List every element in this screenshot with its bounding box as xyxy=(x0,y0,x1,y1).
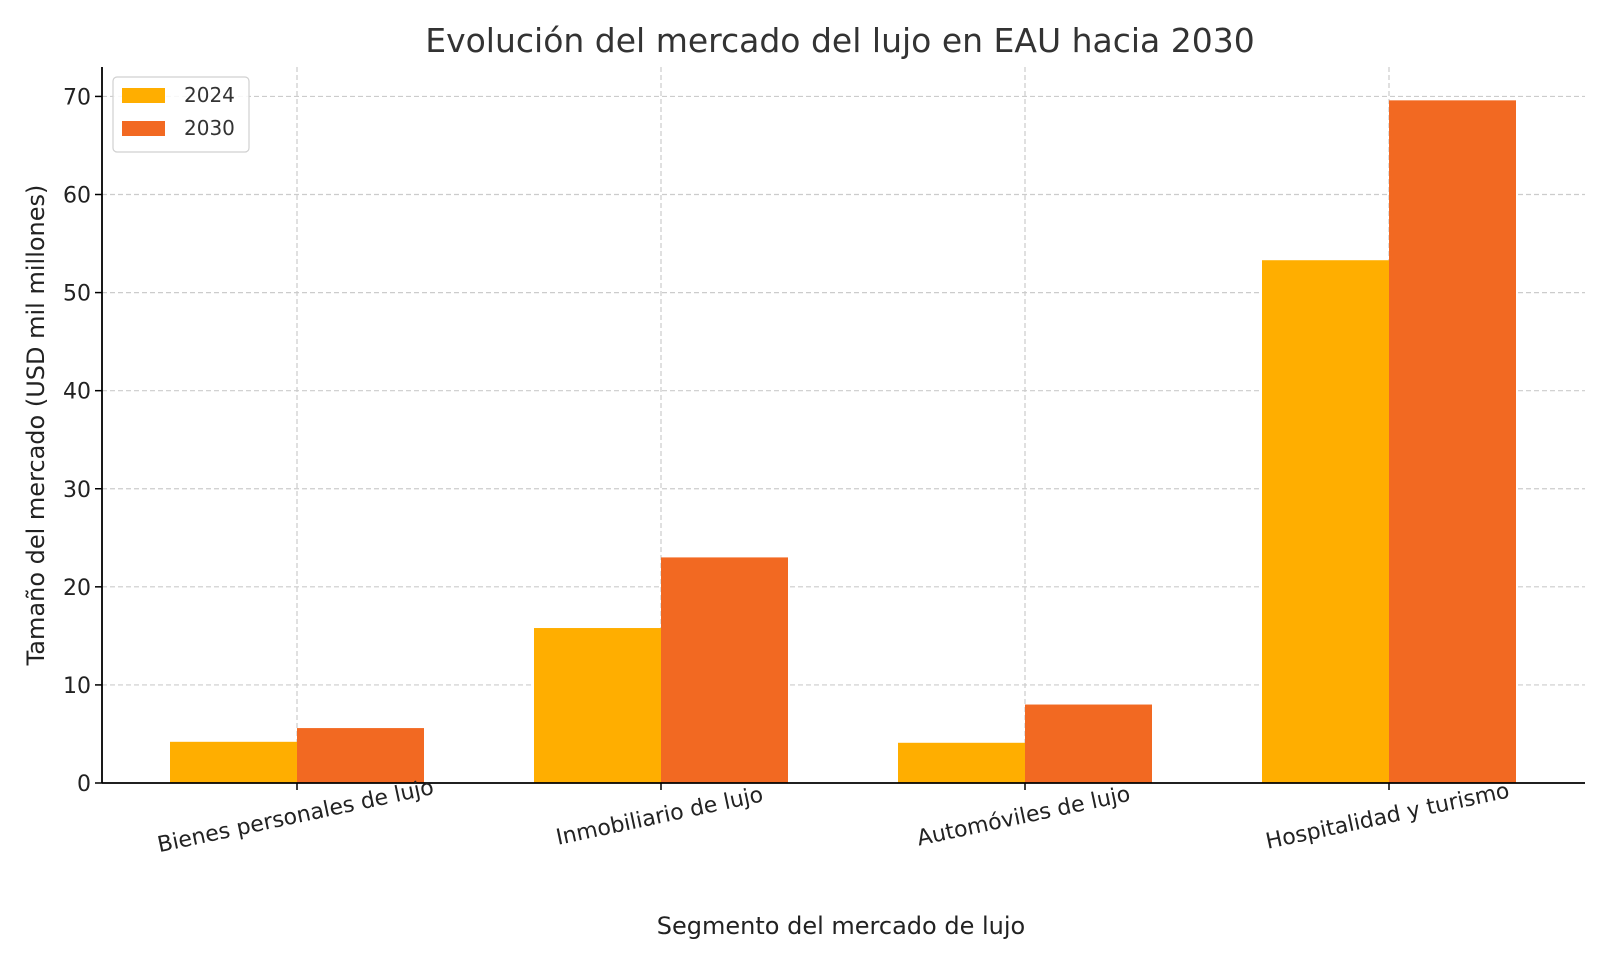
y-tick-label: 40 xyxy=(63,380,91,405)
bar-2024-2 xyxy=(534,628,661,783)
x-tick-label: Bienes personales de lujo xyxy=(155,775,436,858)
bar-2024-1 xyxy=(170,741,297,783)
y-axis-label: Tamaño del mercado (USD mil millones) xyxy=(22,185,50,667)
y-tick-label: 30 xyxy=(63,478,91,503)
bar-2024-4 xyxy=(1262,260,1389,783)
y-tick-label: 50 xyxy=(63,282,91,307)
bar-2030-4 xyxy=(1389,100,1516,783)
y-axis-ticks: 0 10 20 30 40 50 60 70 xyxy=(63,85,102,797)
x-axis-ticks: Bienes personales de lujo Inmobiliario de… xyxy=(155,775,1511,858)
bar-2030-3 xyxy=(1025,704,1152,783)
y-tick-label: 60 xyxy=(63,184,91,209)
legend: 2024 2030 xyxy=(112,76,250,153)
bar-2024-3 xyxy=(898,742,1025,783)
x-axis-label: Segmento del mercado de lujo xyxy=(657,912,1025,940)
legend-swatch-2030 xyxy=(122,121,165,136)
bar-2030-1 xyxy=(297,728,424,783)
legend-label-2024: 2024 xyxy=(184,83,235,107)
y-tick-label: 10 xyxy=(63,674,91,699)
legend-label-2030: 2030 xyxy=(184,116,235,140)
x-tick-label: Hospitalidad y turismo xyxy=(1264,779,1512,855)
legend-swatch-2024 xyxy=(122,88,165,103)
y-tick-label: 0 xyxy=(77,772,91,797)
y-tick-label: 20 xyxy=(63,576,91,601)
bar-2030-2 xyxy=(661,557,788,783)
axes xyxy=(101,67,1585,784)
y-tick-label: 70 xyxy=(63,85,91,110)
x-tick-label: Inmobiliario de lujo xyxy=(554,782,765,850)
chart-title: Evolución del mercado del lujo en EAU ha… xyxy=(425,21,1255,60)
bars xyxy=(170,100,1516,783)
x-tick-label: Automóviles de lujo xyxy=(915,782,1133,852)
